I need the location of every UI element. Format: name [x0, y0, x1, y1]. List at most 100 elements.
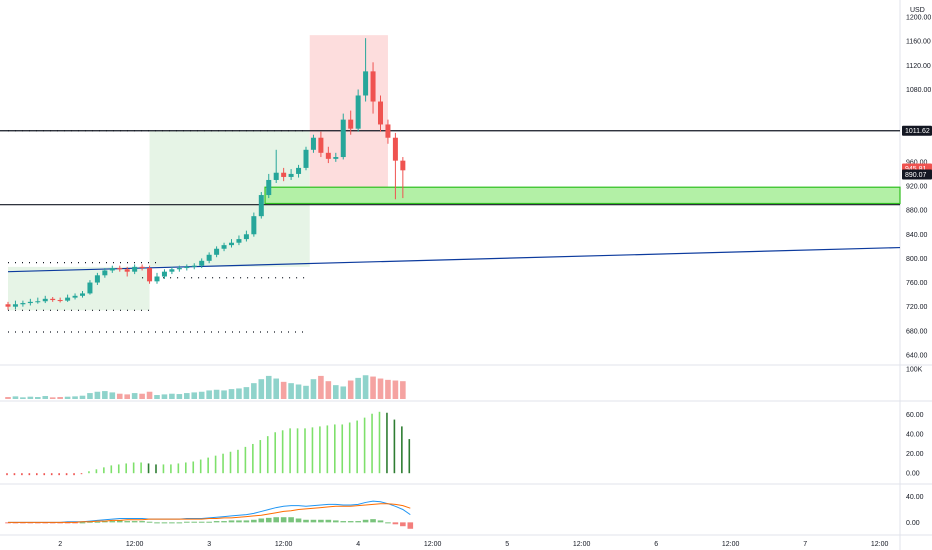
macd-histogram-bar — [318, 519, 324, 523]
volume-bar — [288, 383, 294, 399]
candle-body[interactable] — [199, 260, 205, 266]
price-tick-label: 760.00 — [906, 280, 928, 287]
candle-body[interactable] — [176, 268, 182, 270]
candle-body[interactable] — [206, 254, 212, 261]
candle-body[interactable] — [124, 269, 130, 272]
candle-body[interactable] — [214, 248, 220, 255]
candle-body[interactable] — [42, 298, 48, 302]
time-axis[interactable]: 2 12:00 3 12:00 4 12:00 5 12:00 6 12:00 7 12:00 — [58, 541, 888, 548]
candle-body[interactable] — [50, 298, 56, 301]
candle-body[interactable] — [117, 268, 123, 270]
macd-histogram-bar — [116, 520, 123, 523]
oscillator-pane[interactable] — [6, 411, 411, 476]
price-tick-label: 920.00 — [906, 184, 928, 191]
support-zone[interactable] — [264, 186, 901, 205]
candle-body[interactable] — [27, 301, 33, 304]
candle-body[interactable] — [333, 157, 339, 159]
candle-body[interactable] — [161, 271, 167, 277]
volume-bar — [228, 389, 235, 399]
volume-tick-label: 100K — [906, 367, 923, 374]
macd-histogram-bar — [79, 522, 86, 524]
candle-body[interactable] — [348, 119, 354, 129]
candle-body[interactable] — [72, 295, 78, 298]
candle-body[interactable] — [169, 269, 175, 272]
candle-body[interactable] — [243, 234, 249, 240]
macd-histogram-bar — [236, 520, 242, 523]
volume-bar — [146, 391, 153, 399]
candle-body[interactable] — [251, 216, 257, 235]
time-tick-label: 12:00 — [126, 541, 144, 548]
candle-body[interactable] — [184, 266, 190, 269]
candle-body[interactable] — [5, 304, 11, 307]
candle-body[interactable] — [154, 276, 160, 282]
candle-body[interactable] — [65, 297, 71, 301]
price-tick-label: 1160.00 — [906, 39, 931, 46]
oscillator-tick-label: 0.00 — [906, 471, 920, 478]
candle-body[interactable] — [94, 275, 100, 283]
volume-bar — [35, 397, 41, 399]
candle-body[interactable] — [139, 266, 145, 269]
macd-histogram-bar — [5, 522, 11, 524]
volume-bar — [20, 397, 26, 399]
candle-body[interactable] — [363, 71, 369, 96]
candle-body[interactable] — [392, 137, 398, 161]
candle-body[interactable] — [147, 268, 153, 282]
candle-body[interactable] — [132, 266, 138, 272]
candle-body[interactable] — [303, 149, 309, 168]
volume-bar — [221, 390, 227, 399]
price-tag-label: 945.81 — [905, 166, 927, 173]
candle-body[interactable] — [310, 137, 316, 150]
candle-body[interactable] — [266, 179, 272, 196]
volume-bar — [27, 396, 34, 399]
candle-body[interactable] — [288, 173, 294, 177]
volume-bar — [131, 393, 138, 399]
candle-body[interactable] — [229, 242, 234, 246]
macd-histogram-bar — [184, 521, 190, 523]
candle-body[interactable] — [191, 265, 197, 267]
candle-body[interactable] — [109, 268, 115, 271]
macd-histogram-bar — [265, 517, 272, 523]
macd-histogram-bar — [206, 521, 212, 523]
candle-body[interactable] — [400, 160, 406, 171]
candle-body[interactable] — [370, 71, 376, 102]
candle-body[interactable] — [87, 282, 93, 294]
trend-line[interactable] — [7, 246, 901, 273]
candle-body[interactable] — [325, 152, 331, 159]
candle-body[interactable] — [385, 124, 391, 138]
macd-histogram-bar — [347, 521, 354, 523]
candle-body[interactable] — [273, 172, 279, 180]
volume-pane[interactable] — [5, 375, 406, 399]
volume-bar — [400, 381, 406, 399]
volume-bar — [362, 375, 369, 399]
volume-bar — [124, 394, 130, 399]
candle-body[interactable] — [355, 95, 361, 129]
candle-body[interactable] — [340, 119, 346, 158]
candle-body[interactable] — [258, 195, 264, 217]
macd-histogram-bar — [94, 521, 101, 523]
candle-body[interactable] — [221, 245, 227, 249]
macd-histogram-bar — [169, 522, 175, 524]
volume-bar — [72, 396, 78, 399]
candle-body[interactable] — [236, 239, 242, 243]
macd-pane[interactable] — [5, 500, 414, 529]
macd-histogram-bar — [303, 519, 309, 523]
candle-body[interactable] — [102, 270, 108, 276]
candle-body[interactable] — [57, 300, 63, 302]
macd-histogram-bar — [295, 518, 302, 523]
candle-body[interactable] — [80, 293, 85, 296]
macd-histogram-bar — [280, 517, 287, 523]
candle-body[interactable] — [12, 304, 18, 307]
time-tick-label: 3 — [207, 541, 211, 548]
candle-body[interactable] — [296, 167, 302, 174]
volume-bar — [12, 396, 19, 399]
candle-body[interactable] — [20, 303, 26, 305]
price-tick-label: 1120.00 — [906, 63, 931, 70]
candle-body[interactable] — [378, 101, 383, 125]
candle-body[interactable] — [35, 301, 41, 303]
volume-bar — [169, 393, 175, 399]
candle-body[interactable] — [318, 137, 324, 153]
candle-body[interactable] — [281, 172, 287, 177]
